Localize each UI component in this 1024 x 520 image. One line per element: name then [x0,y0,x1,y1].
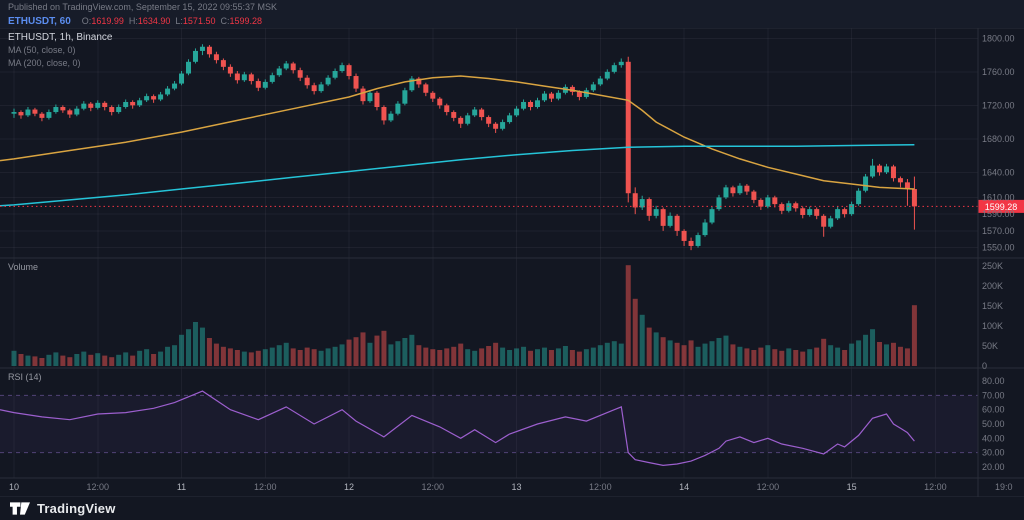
rsi-pane-label: RSI (14) [8,372,42,382]
svg-text:20.00: 20.00 [982,462,1005,472]
svg-text:15: 15 [847,482,857,492]
svg-text:1550.00: 1550.00 [982,243,1015,253]
tradingview-link[interactable]: TradingView [10,501,116,516]
time-axis[interactable]: 10 12:00 11 12:00 12 12:00 13 12:00 14 12:00 15 12:… [9,482,1013,492]
svg-text:1640.00: 1640.00 [982,167,1015,177]
legend-symbol: ETHUSDT, 1h, Binance [8,32,113,43]
volume-pane-label: Volume [8,262,39,272]
ohlc-close-value: 1599.28 [229,16,263,26]
tradingview-wordmark: TradingView [37,501,116,516]
svg-text:12:00: 12:00 [422,482,445,492]
legend-ma50: MA (50, close, 0) [8,45,76,55]
svg-text:150K: 150K [982,301,1003,311]
svg-text:12: 12 [344,482,354,492]
svg-text:12:00: 12:00 [254,482,277,492]
ohlc-open-label: O: [81,16,92,26]
svg-text:60.00: 60.00 [982,405,1005,415]
ohlc-low-value: 1571.50 [182,16,216,26]
svg-text:1570.00: 1570.00 [982,226,1015,236]
current-price-badge [978,199,1024,213]
svg-text:12:00: 12:00 [924,482,947,492]
svg-text:30.00: 30.00 [982,448,1005,458]
svg-text:250K: 250K [982,261,1003,271]
ma50-line [0,75,915,190]
ohlc-low-label: L: [175,16,183,26]
svg-text:200K: 200K [982,281,1003,291]
svg-text:1680.00: 1680.00 [982,134,1015,144]
svg-text:1800.00: 1800.00 [982,33,1015,43]
svg-text:10: 10 [9,482,19,492]
svg-text:0: 0 [982,361,987,371]
legend-ma200: MA (200, close, 0) [8,58,81,68]
svg-text:14: 14 [679,482,689,492]
candlestick-series [11,44,917,251]
bottom-bar: TradingView [0,497,1024,520]
svg-text:1610.00: 1610.00 [982,192,1015,202]
symbol-ohlc-bar: ETHUSDT, 60 O: 1619.99 H: 1634.90 L: 157… [0,14,1024,28]
price-pane-legend: ETHUSDT, 1h, Binance MA (50, close, 0) M… [8,31,113,70]
svg-text:1590.00: 1590.00 [982,209,1015,219]
svg-text:12:00: 12:00 [589,482,612,492]
svg-text:12:00: 12:00 [86,482,109,492]
svg-text:19:0: 19:0 [995,482,1013,492]
ohlc-high-value: 1634.90 [137,16,171,26]
svg-text:80.00: 80.00 [982,376,1005,386]
published-bar: Published on TradingView.com, September … [0,0,1024,14]
current-price-label: 1599.28 [985,202,1018,212]
volume-series [11,265,917,366]
ma200-line [0,143,915,207]
svg-text:50K: 50K [982,341,998,351]
svg-text:1720.00: 1720.00 [982,100,1015,110]
svg-text:12:00: 12:00 [757,482,780,492]
svg-text:11: 11 [177,482,186,492]
svg-text:40.00: 40.00 [982,433,1005,443]
svg-text:100K: 100K [982,321,1003,331]
rsi-band-lines [0,394,978,454]
tradingview-logo-icon [10,502,30,515]
svg-text:13: 13 [512,482,522,492]
ohlc-open-value: 1619.99 [91,16,124,26]
ohlc-close-label: C: [220,16,230,26]
rsi-line [0,390,915,467]
svg-text:1760.00: 1760.00 [982,67,1015,77]
published-text: Published on TradingView.com, September … [8,2,278,12]
ohlc-high-label: H: [128,16,138,26]
svg-text:50.00: 50.00 [982,419,1005,429]
price-axis[interactable]: 1800.00 1760.00 1720.00 1680.00 1640.00 1610.… [982,33,1015,471]
grid [0,28,978,478]
rsi-band [0,395,978,453]
svg-text:70.00: 70.00 [982,390,1005,400]
symbol-interval: ETHUSDT, 60 [8,15,71,27]
